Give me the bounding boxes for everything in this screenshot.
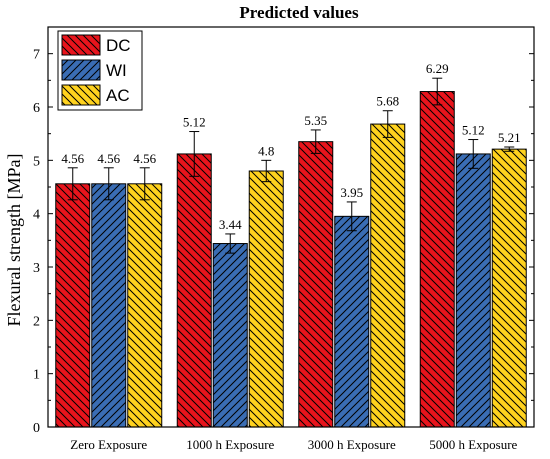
y-tick-label: 2	[33, 314, 40, 329]
plot-frame	[47, 26, 535, 428]
legend-swatch-dc	[61, 34, 101, 56]
data-label: 5.12	[462, 123, 485, 138]
y-tick-label: 3	[33, 261, 40, 276]
data-label: 5.35	[304, 113, 327, 128]
data-label: 5.68	[376, 94, 399, 109]
legend-swatch-wi	[61, 59, 101, 81]
legend-label-ac: AC	[106, 86, 130, 105]
data-label: 4.56	[61, 151, 84, 166]
bar-dc-3	[419, 91, 455, 428]
x-tick-label: Zero Exposure	[70, 437, 147, 452]
data-label: 4.56	[133, 151, 156, 166]
bar-dc-1	[176, 153, 212, 428]
y-tick-label: 5	[33, 154, 40, 169]
data-label: 6.29	[426, 61, 449, 76]
x-tick-label: 3000 h Exposure	[308, 437, 396, 452]
bar-wi-3	[455, 153, 491, 428]
data-label: 4.8	[258, 143, 274, 158]
legend-label-dc: DC	[106, 36, 131, 55]
bar-wi-1	[212, 243, 248, 428]
bar-ac-1	[248, 170, 284, 428]
x-tick-label: 1000 h Exposure	[186, 437, 274, 452]
bar-ac-2	[370, 123, 406, 428]
bar-ac-3	[491, 148, 527, 428]
plot-area: 4.56 4.56 4.56 Zero Exposure 5.12 3.44 4.8 1000…	[33, 26, 535, 452]
x-tick-label: 5000 h Exposure	[429, 437, 517, 452]
data-label: 5.12	[183, 115, 206, 130]
y-tick-label: 7	[33, 48, 40, 63]
y-axis-label: Flexural strength [MPa]	[4, 154, 24, 327]
data-label: 3.95	[340, 185, 363, 200]
bar-ac-0	[127, 183, 163, 428]
y-tick-label: 4	[33, 208, 40, 223]
y-tick-label: 6	[33, 101, 40, 116]
bar-wi-0	[91, 183, 127, 428]
legend: DC WI AC	[57, 30, 143, 111]
legend-label-wi: WI	[106, 61, 127, 80]
bar-dc-0	[55, 183, 91, 428]
bar-wi-2	[334, 215, 370, 428]
data-label: 5.21	[498, 130, 521, 145]
legend-swatch-ac	[61, 84, 101, 106]
data-label: 4.56	[97, 151, 120, 166]
y-tick-label: 0	[33, 421, 40, 436]
data-label: 3.44	[219, 217, 242, 232]
chart-title: Predicted values	[239, 3, 359, 22]
y-tick-label: 1	[33, 368, 40, 383]
bar-dc-2	[298, 141, 334, 428]
